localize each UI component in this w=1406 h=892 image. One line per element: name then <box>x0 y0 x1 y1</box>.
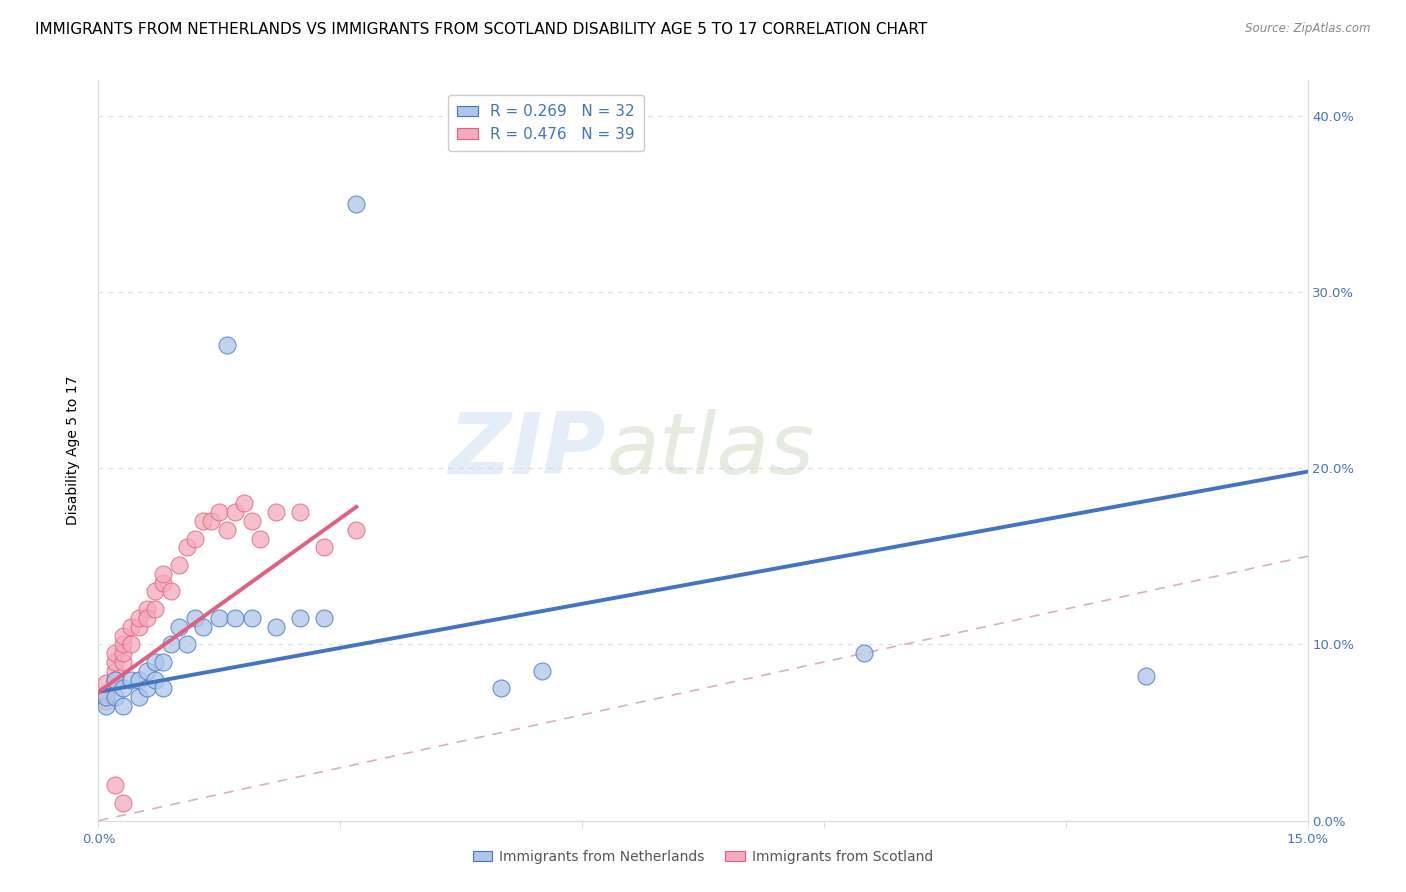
Point <box>152 566 174 581</box>
Point <box>111 646 134 660</box>
Legend: Immigrants from Netherlands, Immigrants from Scotland: Immigrants from Netherlands, Immigrants … <box>467 844 939 869</box>
Point <box>103 778 125 792</box>
Point <box>240 611 263 625</box>
Point <box>264 620 287 634</box>
Point <box>193 620 215 634</box>
Point <box>111 628 134 642</box>
Point <box>184 532 207 546</box>
Point <box>249 532 271 546</box>
Point <box>111 699 134 714</box>
Point <box>224 611 246 625</box>
Point <box>232 496 254 510</box>
Point <box>152 655 174 669</box>
Text: ZIP: ZIP <box>449 409 606 492</box>
Point <box>103 655 125 669</box>
Point <box>491 681 513 696</box>
Point <box>152 575 174 590</box>
Text: Source: ZipAtlas.com: Source: ZipAtlas.com <box>1246 22 1371 36</box>
Text: atlas: atlas <box>606 409 814 492</box>
Point <box>120 620 142 634</box>
Point <box>200 514 222 528</box>
Point <box>143 602 166 616</box>
Point <box>135 611 157 625</box>
Point <box>128 690 150 705</box>
Point <box>135 602 157 616</box>
Point <box>111 655 134 669</box>
Point <box>176 541 198 555</box>
Point <box>264 505 287 519</box>
Point <box>1135 669 1157 683</box>
Point <box>96 676 118 690</box>
Point <box>224 505 246 519</box>
Point <box>288 505 311 519</box>
Point <box>217 337 239 351</box>
Point <box>111 796 134 810</box>
Y-axis label: Disability Age 5 to 17: Disability Age 5 to 17 <box>66 376 80 525</box>
Point <box>120 673 142 687</box>
Point <box>217 523 239 537</box>
Point <box>184 611 207 625</box>
Point <box>344 196 367 211</box>
Point <box>128 673 150 687</box>
Point <box>135 681 157 696</box>
Point <box>96 694 118 708</box>
Point <box>103 690 125 705</box>
Point <box>143 673 166 687</box>
Point <box>152 681 174 696</box>
Point <box>111 681 134 696</box>
Point <box>103 646 125 660</box>
Point <box>193 514 215 528</box>
Point <box>103 664 125 678</box>
Point <box>128 620 150 634</box>
Point <box>344 523 367 537</box>
Point <box>167 558 190 572</box>
Point <box>288 611 311 625</box>
Point <box>160 637 183 651</box>
Point <box>314 611 336 625</box>
Point <box>128 611 150 625</box>
Point <box>103 673 125 687</box>
Point <box>530 664 553 678</box>
Point <box>103 673 125 687</box>
Point <box>96 690 118 705</box>
Point <box>135 664 157 678</box>
Point <box>167 620 190 634</box>
Point <box>208 505 231 519</box>
Point <box>111 637 134 651</box>
Point <box>853 646 876 660</box>
Point <box>96 687 118 701</box>
Point <box>143 584 166 599</box>
Point <box>176 637 198 651</box>
Point <box>120 637 142 651</box>
Point <box>143 655 166 669</box>
Text: IMMIGRANTS FROM NETHERLANDS VS IMMIGRANTS FROM SCOTLAND DISABILITY AGE 5 TO 17 C: IMMIGRANTS FROM NETHERLANDS VS IMMIGRANT… <box>35 22 928 37</box>
Point <box>160 584 183 599</box>
Point <box>208 611 231 625</box>
Point <box>240 514 263 528</box>
Point <box>96 699 118 714</box>
Point <box>314 541 336 555</box>
